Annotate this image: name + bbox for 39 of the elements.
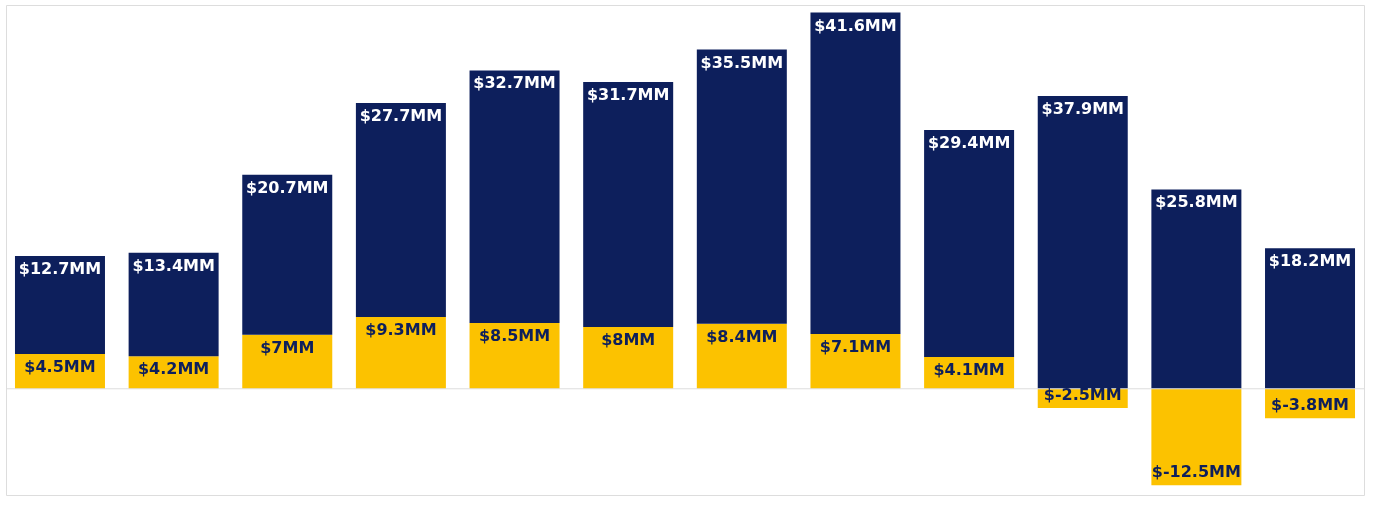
data-label: $8MM	[601, 329, 656, 349]
bar	[1037, 95, 1128, 389]
data-label: $18.2MM	[1268, 251, 1352, 271]
data-label: $29.4MM	[927, 132, 1011, 152]
bar	[1265, 248, 1356, 389]
bar	[583, 82, 674, 327]
data-label: $35.5MM	[700, 52, 784, 72]
bar	[924, 129, 1015, 358]
data-label: $7.1MM	[819, 336, 892, 356]
bar	[355, 316, 446, 389]
data-label: $-2.5MM	[1043, 385, 1122, 405]
data-label: $8.4MM	[706, 326, 778, 346]
data-label: $31.7MM	[586, 85, 670, 105]
data-label: $4.1MM	[933, 360, 1005, 380]
data-label: $20.7MM	[246, 177, 329, 197]
bar	[1151, 388, 1242, 486]
data-label: $32.7MM	[473, 73, 556, 93]
data-label: $37.9MM	[1041, 98, 1124, 118]
data-label: $-12.5MM	[1151, 462, 1241, 482]
bar	[810, 12, 901, 334]
bar	[1151, 189, 1242, 389]
bar	[469, 70, 560, 324]
data-label: $8.5MM	[478, 326, 551, 346]
data-label: $4.2MM	[137, 359, 210, 379]
data-label: $7MM	[260, 337, 315, 357]
data-label: $12.7MM	[18, 258, 102, 278]
bar	[583, 326, 674, 389]
bar	[14, 255, 105, 354]
bar	[355, 102, 446, 317]
data-label: $4.5MM	[24, 357, 96, 376]
data-label: $25.8MM	[1155, 192, 1238, 212]
bar	[696, 49, 787, 324]
data-label: $27.7MM	[359, 105, 443, 125]
data-label: $-3.8MM	[1271, 395, 1350, 415]
bar	[128, 252, 219, 357]
bar	[242, 174, 333, 335]
data-label: $13.4MM	[132, 255, 215, 275]
data-label: $41.6MM	[814, 15, 897, 35]
data-label: $9.3MM	[365, 319, 437, 339]
